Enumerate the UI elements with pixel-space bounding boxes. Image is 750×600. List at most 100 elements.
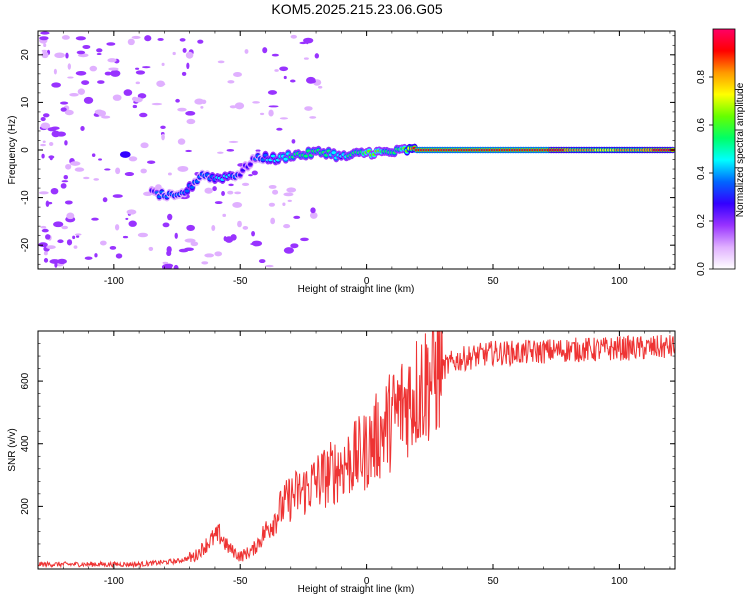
spectrogram-ridge-core	[331, 151, 336, 155]
colorbar-tick-label: 0.0	[696, 262, 707, 276]
spectrogram-noise-blob	[276, 127, 283, 131]
spectrogram-noise-blob	[282, 202, 286, 207]
spectrogram-noise-blob	[258, 259, 266, 264]
spectrogram-noise-blob	[248, 174, 253, 177]
spectrogram-noise-blob	[300, 237, 309, 242]
spectrogram-noise-blob	[94, 253, 98, 258]
spectrogram-y-tick-label: 20	[20, 49, 31, 61]
spectrogram-noise-blob	[75, 235, 80, 238]
spectrogram-noise-blob	[104, 71, 112, 76]
spectrogram-noise-blob	[61, 225, 69, 230]
spectrogram-noise-blob	[287, 199, 292, 203]
spectrogram-noise-blob	[83, 96, 94, 104]
spectrogram-noise-blob	[148, 246, 154, 252]
snr-x-tick-label: -100	[104, 576, 124, 587]
spectrogram-noise-blob	[60, 107, 67, 112]
spectrogram-noise-blob	[174, 232, 178, 239]
spectrogram-noise-blob	[251, 170, 258, 176]
spectrogram-noise-blob	[41, 228, 49, 233]
spectrogram-noise-blob	[274, 69, 279, 72]
spectrogram-noise-blob	[40, 225, 47, 229]
spectrogram-noise-blob	[157, 37, 164, 41]
spectrogram-noise-blob	[107, 58, 117, 63]
figure-title: KOM5.2025.215.23.06.G05	[271, 1, 442, 17]
spectrogram-x-tick-label: 0	[364, 276, 370, 287]
spectrogram-noise-blob	[255, 149, 261, 152]
spectrogram-noise-blob	[135, 70, 146, 75]
spectrogram-noise-blob	[177, 138, 186, 145]
snr-y-tick-label: 400	[20, 435, 31, 452]
spectrogram-noise-blob	[64, 109, 74, 116]
spectrogram-noise-blob	[133, 97, 143, 103]
spectrogram-noise-blob	[309, 116, 317, 119]
spectrogram-noise-blob	[104, 168, 111, 171]
spectrogram-noise-blob	[67, 76, 74, 79]
spectrogram-noise-blob	[173, 264, 179, 269]
spectrogram-noise-blob	[268, 184, 277, 189]
spectrogram-noise-blob	[57, 239, 64, 244]
spectrogram-noise-blob	[106, 42, 116, 46]
spectrogram-noise-blob	[166, 250, 172, 257]
spectrogram-noise-blob	[40, 117, 46, 122]
spectrogram-noise-blob	[128, 156, 138, 162]
spectrogram-noise-blob	[135, 81, 140, 85]
spectrogram-noise-blob	[175, 98, 180, 103]
spectrogram-noise-blob	[161, 62, 165, 66]
spectrogram-noise-blob	[96, 48, 103, 53]
spectrogram-noise-blob	[43, 257, 49, 263]
spectrogram-noise-blob	[57, 258, 67, 265]
spectrogram-noise-blob	[185, 111, 196, 116]
spectrogram-noise-blob	[49, 259, 60, 264]
spectrogram-noise-blob	[112, 94, 122, 101]
spectrogram-noise-blob	[77, 53, 89, 58]
spectrogram-noise-blob	[259, 112, 265, 116]
spectrogram-noise-blob	[53, 68, 57, 75]
spectrogram-noise-blob	[268, 105, 279, 108]
snr-x-tick-label: 50	[487, 576, 499, 587]
spectrogram-x-tick-label: -50	[233, 276, 248, 287]
spectrogram-noise-blob	[290, 243, 299, 249]
snr-y-axis: 200 400 600	[20, 330, 675, 570]
spectrogram-noise-blob	[64, 140, 68, 146]
spectrogram-ridge-core	[283, 157, 288, 161]
colorbar-tick-label: 0.2	[696, 214, 707, 228]
colorbar-tick-label: 0.6	[696, 118, 707, 132]
spectrogram-noise-blob	[223, 236, 227, 242]
spectrogram-noise-blob	[101, 115, 111, 119]
snr-x-axis: -100 -50 0 50 100	[37, 331, 671, 587]
spectrogram-noise-blob	[270, 217, 276, 225]
spectrogram-noise-blob	[97, 110, 107, 117]
spectrogram-noise-blob	[127, 38, 135, 46]
spectrogram-noise-blob	[76, 50, 86, 55]
spectrogram-noise-blob	[151, 102, 163, 106]
spectrogram-noise-blob	[40, 143, 47, 147]
snr-x-tick-label: 100	[611, 576, 628, 587]
spectrogram-noise-blob	[309, 79, 316, 84]
spectrogram-noise-blob	[42, 113, 50, 118]
spectrogram-noise-blob	[234, 191, 242, 195]
spectrogram-noise-blob	[286, 187, 297, 193]
spectrogram-ridge-core	[263, 153, 268, 157]
spectrogram-x-axis: -100 -50 0 50 100	[37, 31, 671, 287]
spectrogram-noise-blob	[97, 80, 105, 84]
spectrogram-noise-blob	[309, 211, 318, 219]
spectrogram-noise-blob	[75, 70, 87, 76]
spectrogram-noise-blob	[80, 125, 85, 131]
spectrogram-y-tick-label: 10	[20, 96, 31, 108]
spectrogram-noise-blob	[139, 112, 148, 118]
spectrogram-noise-blob	[167, 172, 172, 176]
spectrogram-noise-blob	[102, 197, 108, 203]
spectrogram-noise-blob	[67, 63, 71, 70]
spectrogram-noise-blob	[283, 75, 287, 80]
spectrogram-noise-blob	[160, 125, 166, 129]
colorbar: 0.0 0.2 0.4 0.6 0.8 Normalized spectral ampl…	[696, 28, 746, 276]
spectrogram-noise-blob	[268, 202, 276, 207]
spectrogram-noise-blob	[41, 49, 47, 53]
spectrogram-noise-blob	[211, 225, 216, 232]
spectrogram-noise-blob	[119, 151, 131, 158]
snr-panel: -100 -50 0 50 100 200 400 600 Height of straig…	[7, 330, 676, 595]
spectrogram-noise-blob	[172, 51, 176, 56]
spectrogram-noise-blob	[53, 221, 64, 228]
spectrogram-noise-blob	[194, 98, 205, 105]
spectrogram-ridge-core	[303, 154, 309, 158]
